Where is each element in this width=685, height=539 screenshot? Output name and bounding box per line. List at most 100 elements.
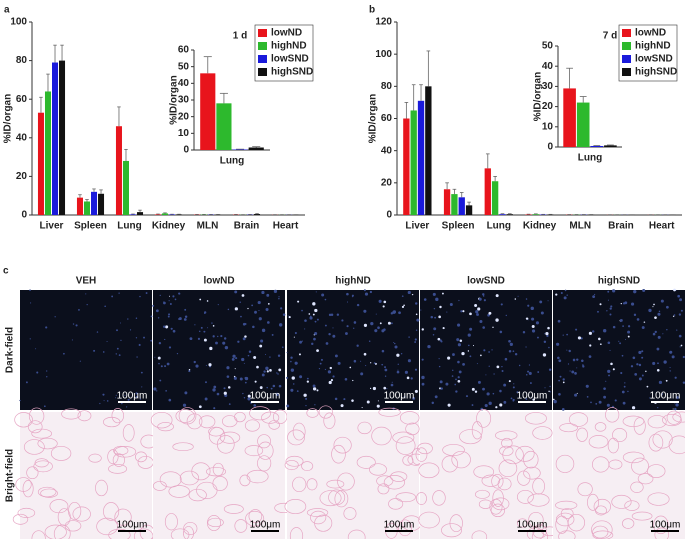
tissue-speck: [318, 368, 321, 370]
tissue-cell: [432, 490, 446, 506]
tissue-cell: [206, 466, 227, 477]
tissue-speck: [266, 370, 269, 373]
y-tick-label: 50: [178, 61, 190, 72]
legend-swatch: [258, 55, 267, 63]
tissue-cell: [26, 466, 39, 480]
bar: [451, 194, 458, 215]
tissue-speck: [314, 320, 317, 323]
tissue-speck: [226, 375, 230, 378]
tissue-speck: [373, 362, 376, 365]
tissue-speck: [370, 322, 374, 326]
tissue-speck: [607, 299, 609, 301]
tissue-speck: [547, 326, 550, 330]
tissue-cell: [77, 410, 92, 422]
tissue-cell: [208, 427, 226, 445]
tissue-speck: [652, 361, 656, 365]
tissue-speck: [467, 333, 471, 337]
tissue-speck: [304, 328, 306, 330]
tissue-speck: [182, 403, 187, 407]
y-tick-label: 10: [542, 121, 554, 132]
tissue-speck: [439, 339, 442, 342]
tissue-speck: [264, 354, 266, 356]
tissue-speck: [234, 368, 236, 370]
tissue-speck: [569, 370, 571, 372]
tissue-speck: [259, 386, 263, 389]
tissue-speck: [459, 339, 463, 343]
tissue-speck: [311, 342, 314, 346]
scale-bar-label: 100μm: [384, 520, 415, 531]
tissue-speck: [528, 371, 532, 375]
tissue-speck: [678, 313, 682, 316]
tissue-cell: [57, 508, 71, 526]
tissue-speck: [477, 380, 481, 384]
tissue-cell: [301, 461, 314, 472]
tissue-speck: [674, 376, 677, 379]
tissue-speck: [608, 374, 610, 377]
tissue-cell: [371, 426, 392, 446]
tissue-speck: [623, 385, 626, 388]
tissue-speck: [420, 309, 422, 311]
tissue-speck: [265, 366, 269, 371]
bar: [169, 214, 176, 215]
tissue-speck: [247, 354, 250, 357]
bar: [37, 112, 44, 215]
tissue-cell: [498, 459, 518, 478]
tissue-speck: [199, 330, 201, 333]
tissue-speck: [78, 309, 80, 311]
tissue-cell: [306, 478, 318, 491]
tissue-speck: [115, 353, 117, 355]
tissue-speck: [174, 298, 177, 301]
tissue-speck: [296, 362, 298, 365]
tissue-speck: [244, 381, 247, 384]
tissue-speck: [375, 313, 377, 315]
y-tick-label: 60: [16, 94, 28, 105]
tissue-speck: [278, 297, 280, 300]
bar: [563, 88, 576, 147]
tissue-speck: [242, 392, 244, 395]
tissue-speck: [612, 325, 616, 329]
tissue-cell: [27, 420, 43, 434]
tissue-speck: [392, 310, 396, 314]
tissue-speck: [208, 363, 212, 367]
tissue-speck: [193, 360, 196, 364]
tissue-speck: [633, 289, 637, 294]
tissue-cell: [334, 490, 349, 508]
tissue-speck: [482, 293, 485, 296]
column-label: VEH: [76, 276, 97, 287]
tissue-speck: [585, 384, 589, 388]
error-bar: [404, 102, 409, 119]
tissue-speck: [324, 324, 327, 327]
tissue-speck: [269, 369, 272, 372]
tissue-speck: [421, 358, 424, 361]
tissue-speck: [54, 316, 56, 318]
tissue-speck: [254, 380, 257, 383]
x-tick-label: Heart: [273, 221, 299, 232]
tissue-speck: [525, 317, 529, 320]
tissue-speck: [582, 364, 584, 366]
tissue-speck: [597, 310, 599, 313]
tissue-cell: [418, 511, 440, 529]
tissue-speck: [387, 321, 391, 325]
tissue-speck: [641, 350, 644, 353]
tissue-cell: [587, 493, 599, 511]
tissue-speck: [290, 356, 293, 359]
tissue-speck: [299, 340, 302, 344]
tissue-cell: [376, 475, 394, 487]
tissue-cell: [14, 412, 33, 428]
tissue-speck: [381, 363, 384, 366]
tissue-cell: [622, 415, 645, 427]
tissue-cell: [612, 427, 628, 443]
y-tick-label: 60: [381, 113, 393, 124]
tissue-speck: [127, 398, 130, 401]
tissue-speck: [474, 390, 478, 393]
tissue-speck: [352, 379, 354, 382]
tissue-speck: [258, 309, 260, 312]
tissue-speck: [116, 329, 118, 332]
tissue-speck: [654, 330, 657, 334]
tissue-speck: [344, 378, 348, 381]
tissue-speck: [176, 352, 179, 355]
tissue-speck: [353, 327, 355, 329]
tissue-speck: [157, 356, 161, 360]
tissue-speck: [121, 402, 123, 405]
tissue-speck: [682, 355, 685, 359]
